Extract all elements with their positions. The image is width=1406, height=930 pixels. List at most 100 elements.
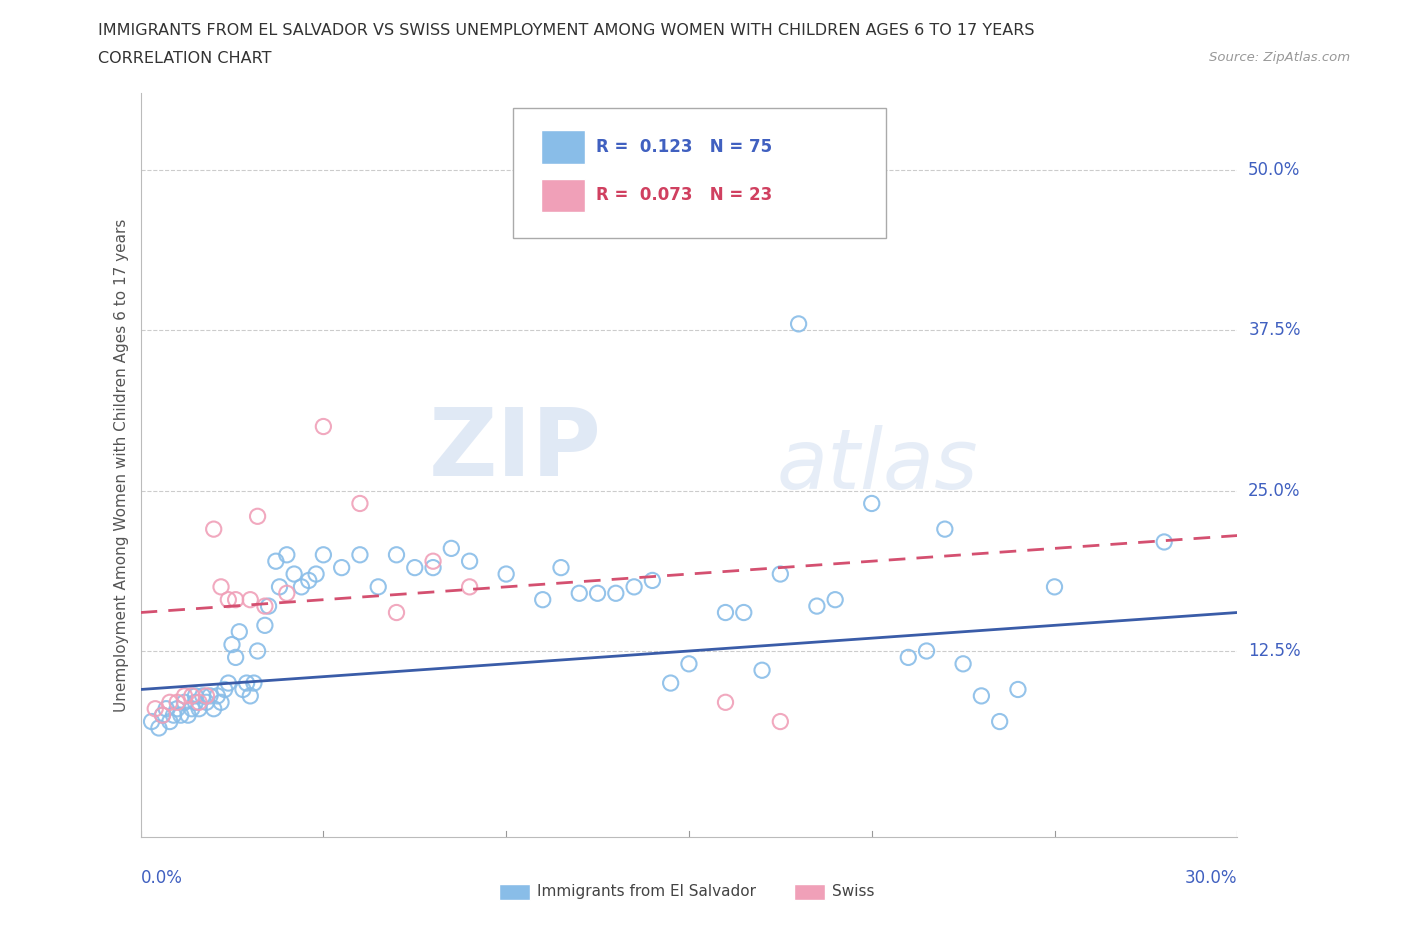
Point	[269, 579, 291, 594]
Point	[152, 708, 174, 723]
Text: 25.0%: 25.0%	[1249, 482, 1301, 499]
Point	[232, 682, 254, 697]
Point	[184, 695, 207, 710]
Text: R =  0.123   N = 75: R = 0.123 N = 75	[596, 138, 772, 155]
Point	[988, 714, 1011, 729]
FancyBboxPatch shape	[513, 108, 886, 238]
Point	[217, 592, 239, 607]
Point	[209, 579, 232, 594]
Point	[495, 566, 517, 581]
Point	[170, 708, 193, 723]
Text: 12.5%: 12.5%	[1249, 642, 1301, 660]
Y-axis label: Unemployment Among Women with Children Ages 6 to 17 years: Unemployment Among Women with Children A…	[114, 219, 129, 711]
Point	[239, 592, 262, 607]
Point	[1007, 682, 1029, 697]
Point	[276, 586, 298, 601]
Point	[166, 701, 188, 716]
Point	[228, 624, 250, 639]
Point	[276, 548, 298, 563]
Point	[188, 701, 211, 716]
Point	[257, 599, 280, 614]
Point	[195, 695, 218, 710]
Point	[934, 522, 956, 537]
Point	[385, 605, 408, 620]
Point	[159, 714, 181, 729]
Point	[195, 688, 218, 703]
Point	[769, 714, 792, 729]
Point	[422, 560, 444, 575]
Point	[349, 496, 371, 511]
Point	[173, 688, 195, 703]
Text: 37.5%: 37.5%	[1249, 321, 1301, 339]
Point	[239, 688, 262, 703]
Text: 0.0%: 0.0%	[141, 869, 183, 887]
Point	[312, 548, 335, 563]
Point	[897, 650, 920, 665]
Point	[162, 708, 184, 723]
Point	[198, 688, 221, 703]
Point	[733, 605, 755, 620]
Point	[568, 586, 591, 601]
Point	[751, 663, 773, 678]
Point	[330, 560, 353, 575]
Point	[188, 695, 211, 710]
Point	[166, 695, 188, 710]
Text: 30.0%: 30.0%	[1185, 869, 1237, 887]
Point	[177, 708, 200, 723]
Point	[312, 419, 335, 434]
Point	[550, 560, 572, 575]
Point	[209, 695, 232, 710]
Point	[531, 592, 554, 607]
Point	[141, 714, 163, 729]
Point	[623, 579, 645, 594]
Point	[246, 644, 269, 658]
Point	[283, 566, 305, 581]
Point	[221, 637, 243, 652]
Point	[217, 675, 239, 690]
Point	[298, 573, 321, 588]
Point	[1043, 579, 1066, 594]
Point	[184, 688, 207, 703]
Text: R =  0.073   N = 23: R = 0.073 N = 23	[596, 186, 772, 204]
Point	[787, 316, 810, 331]
Text: Immigrants from El Salvador: Immigrants from El Salvador	[537, 884, 756, 899]
Point	[586, 586, 609, 601]
Point	[915, 644, 938, 658]
Point	[440, 541, 463, 556]
Point	[769, 566, 792, 581]
Bar	[541, 179, 585, 212]
Point	[148, 721, 170, 736]
Point	[290, 579, 312, 594]
Point	[243, 675, 266, 690]
Point	[214, 682, 236, 697]
Bar	[541, 130, 585, 164]
Point	[225, 592, 247, 607]
Point	[173, 695, 195, 710]
Text: ZIP: ZIP	[429, 405, 602, 496]
Point	[605, 586, 627, 601]
Point	[860, 496, 883, 511]
Point	[155, 701, 177, 716]
Point	[367, 579, 389, 594]
Point	[458, 553, 481, 568]
Point	[385, 548, 408, 563]
Point	[806, 599, 828, 614]
Point	[143, 701, 166, 716]
Point	[824, 592, 846, 607]
Point	[349, 548, 371, 563]
Point	[264, 553, 287, 568]
Point	[404, 560, 426, 575]
Point	[207, 688, 229, 703]
Point	[253, 599, 276, 614]
Point	[422, 553, 444, 568]
Point	[659, 675, 682, 690]
Point	[180, 688, 202, 703]
Text: Swiss: Swiss	[832, 884, 875, 899]
Text: 50.0%: 50.0%	[1249, 161, 1301, 179]
Point	[1153, 535, 1175, 550]
Point	[180, 701, 202, 716]
Text: Source: ZipAtlas.com: Source: ZipAtlas.com	[1209, 51, 1350, 64]
Text: IMMIGRANTS FROM EL SALVADOR VS SWISS UNEMPLOYMENT AMONG WOMEN WITH CHILDREN AGES: IMMIGRANTS FROM EL SALVADOR VS SWISS UNE…	[98, 23, 1035, 38]
Point	[246, 509, 269, 524]
Point	[305, 566, 328, 581]
